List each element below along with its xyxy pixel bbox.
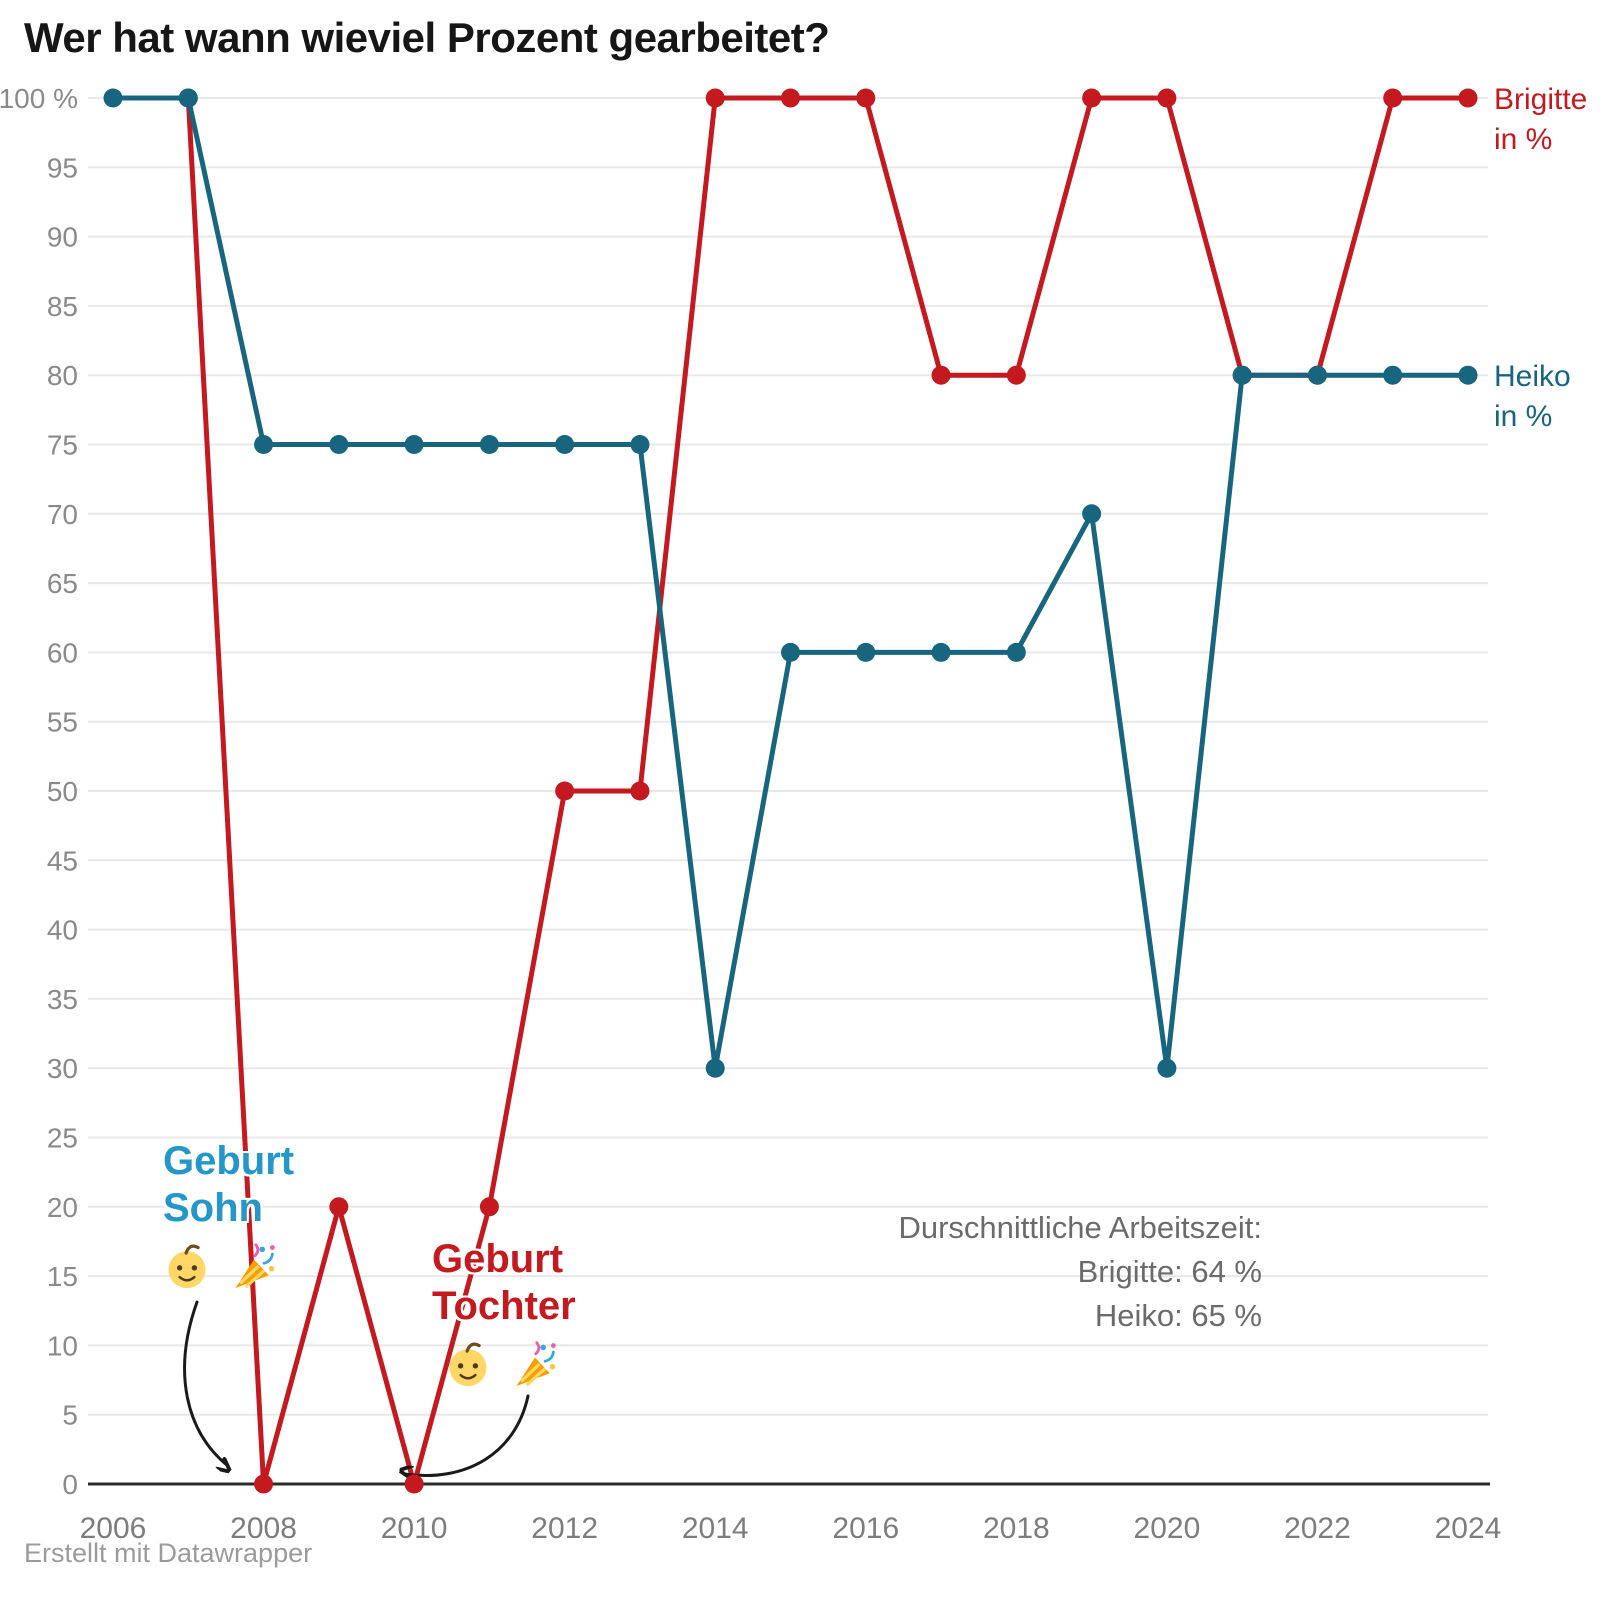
- data-point-heiko: [1458, 365, 1478, 385]
- series-label-heiko: Heiko: [1494, 360, 1571, 393]
- arrow-geburt-sohn: [183, 1300, 228, 1466]
- annotation-geburt-tochter-line2: Tochter: [432, 1284, 576, 1328]
- data-point-heiko: [1006, 642, 1026, 662]
- y-tick-label: 65: [47, 568, 78, 599]
- data-point-heiko: [329, 435, 349, 454]
- annotation-geburt-sohn-line1: Geburt: [163, 1139, 295, 1183]
- data-point-heiko: [1082, 504, 1102, 524]
- chart-title: Wer hat wann wieviel Prozent gearbeitet?: [24, 14, 830, 61]
- data-point-brigitte: [254, 1474, 274, 1494]
- series-label-brigitte: in %: [1494, 123, 1552, 156]
- data-point-brigitte: [1006, 365, 1026, 385]
- y-tick-label: 75: [47, 430, 78, 461]
- y-tick-label: 90: [47, 222, 78, 253]
- data-point-brigitte: [555, 781, 575, 801]
- data-point-heiko: [630, 435, 650, 454]
- data-point-heiko: [705, 1058, 725, 1078]
- data-point-heiko: [555, 435, 575, 454]
- x-tick-label: 2022: [1284, 1512, 1351, 1545]
- data-point-brigitte: [630, 781, 650, 801]
- data-point-heiko: [1232, 365, 1252, 385]
- data-point-heiko: [1157, 1058, 1177, 1078]
- data-point-brigitte: [329, 1197, 349, 1217]
- y-tick-label: 50: [47, 776, 78, 807]
- data-point-brigitte: [1082, 88, 1102, 108]
- data-point-brigitte: [931, 365, 951, 385]
- data-point-heiko: [856, 642, 876, 662]
- y-tick-label: 25: [47, 1123, 78, 1154]
- y-tick-label: 15: [47, 1261, 78, 1292]
- y-tick-label: 0: [62, 1469, 78, 1500]
- x-tick-label: 2020: [1134, 1512, 1201, 1545]
- y-tick-label: 100 %: [0, 83, 78, 114]
- annotation-arrows: [183, 1300, 530, 1476]
- data-point-heiko: [1307, 365, 1327, 385]
- annotation-geburt-tochter-icons: [444, 1340, 576, 1388]
- data-point-brigitte: [705, 88, 725, 108]
- annotation-geburt-sohn-line2: Sohn: [163, 1186, 263, 1230]
- data-point-heiko: [103, 88, 123, 108]
- x-tick-label: 2014: [682, 1512, 749, 1545]
- annotation-geburt-sohn-icons: [163, 1242, 294, 1290]
- annotation-averages-heiko: Heiko: 65 %: [1094, 1298, 1262, 1333]
- x-tick-label: 2024: [1435, 1512, 1502, 1545]
- x-tick-label: 2008: [230, 1512, 297, 1545]
- data-point-heiko: [404, 435, 424, 454]
- data-point-brigitte: [404, 1474, 424, 1494]
- data-point-brigitte: [856, 88, 876, 108]
- annotation-averages-brigitte: Brigitte: 64 %: [1077, 1254, 1262, 1289]
- x-tick-label: 2018: [983, 1512, 1050, 1545]
- y-tick-label: 35: [47, 984, 78, 1015]
- arrow-geburt-tochter: [404, 1394, 530, 1476]
- data-point-brigitte: [1383, 88, 1403, 108]
- data-point-heiko: [479, 435, 499, 454]
- data-point-brigitte: [1458, 88, 1478, 108]
- y-tick-label: 70: [47, 499, 78, 530]
- x-tick-label: 2016: [832, 1512, 899, 1545]
- annotation-geburt-tochter: Geburt Tochter: [432, 1236, 576, 1388]
- y-tick-label: 60: [47, 637, 78, 668]
- data-point-brigitte: [479, 1197, 499, 1217]
- series-label-brigitte: Brigitte: [1494, 83, 1587, 116]
- y-tick-label: 40: [47, 915, 78, 946]
- y-tick-label: 10: [47, 1330, 78, 1361]
- y-tick-label: 20: [47, 1192, 78, 1223]
- x-tick-label: 2006: [80, 1512, 147, 1545]
- annotation-averages: Durschnittliche Arbeitszeit: Brigitte: 6…: [898, 1206, 1262, 1338]
- y-tick-label: 95: [47, 152, 78, 183]
- y-tick-label: 30: [47, 1053, 78, 1084]
- y-tick-label: 5: [62, 1400, 78, 1431]
- party-popper-icon: [233, 1243, 277, 1290]
- data-point-heiko: [254, 435, 274, 454]
- series-dots: [103, 88, 1478, 1494]
- x-tick-label: 2012: [531, 1512, 598, 1545]
- data-point-heiko: [1383, 365, 1403, 385]
- annotation-geburt-sohn: Geburt Sohn: [163, 1138, 294, 1290]
- gridlines: [88, 97, 1488, 1416]
- party-popper-icon: [514, 1341, 558, 1388]
- y-tick-label: 85: [47, 291, 78, 322]
- datawrapper-credit-link[interactable]: Erstellt mit Datawrapper: [24, 1538, 313, 1568]
- data-point-heiko: [178, 88, 198, 108]
- axes: 0 5 10 15 20 25 30 35 40 45 50 55 60 65 70 75 80 85 90 95 10…: [0, 83, 1501, 1545]
- baby-icon: [447, 1342, 489, 1388]
- series-label-heiko: in %: [1494, 400, 1552, 433]
- y-tick-label: 80: [47, 360, 78, 391]
- y-tick-label: 45: [47, 845, 78, 876]
- data-point-brigitte: [781, 88, 801, 108]
- x-tick-label: 2010: [381, 1512, 448, 1545]
- baby-icon: [166, 1244, 208, 1290]
- annotation-geburt-tochter-line1: Geburt: [432, 1237, 564, 1281]
- data-point-brigitte: [1157, 88, 1177, 108]
- data-point-heiko: [781, 642, 801, 662]
- y-tick-label: 55: [47, 707, 78, 738]
- series-end-labels: Brigitte in % Heiko in %: [1494, 83, 1587, 433]
- annotation-averages-title: Durschnittliche Arbeitszeit:: [898, 1210, 1262, 1245]
- data-point-heiko: [931, 642, 951, 662]
